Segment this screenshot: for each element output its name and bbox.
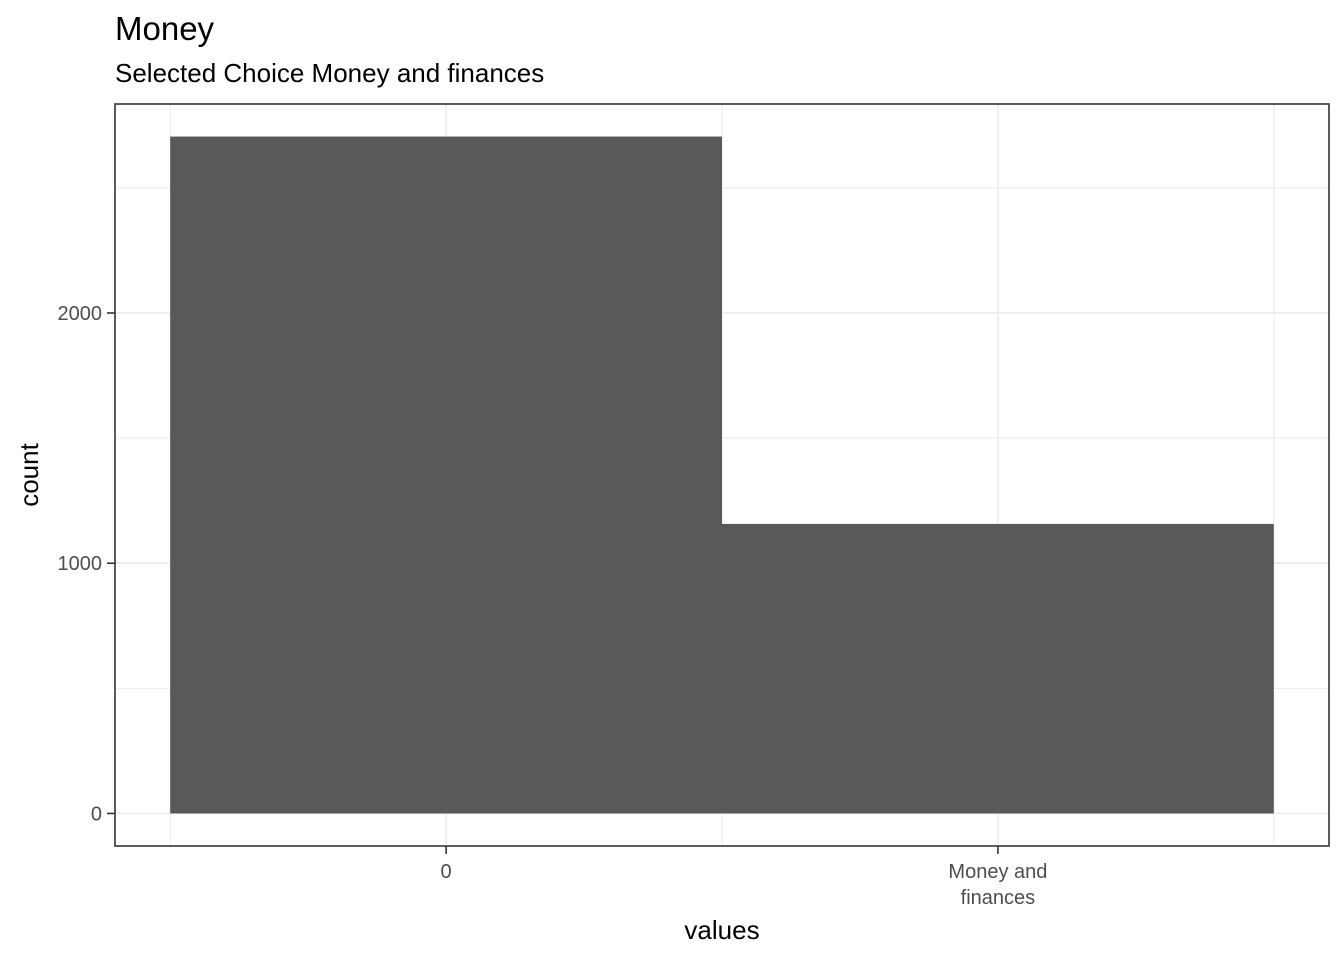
y-tick-label: 1000 [58,553,103,575]
x-tick-label-line: Money and [948,861,1047,883]
x-tick-label-line: 0 [441,861,452,883]
chart-title: Money [115,10,215,47]
chart-subtitle: Selected Choice Money and finances [115,58,545,88]
x-axis-title: values [684,915,759,945]
y-axis-title: count [14,442,44,506]
bars [170,136,1274,814]
bar [170,136,722,814]
x-tick-label: 0 [441,861,452,883]
y-tick-label: 2000 [58,303,103,325]
y-axis: 0 1000 2000 [58,303,115,825]
x-axis: 0 Money and finances [441,846,1047,909]
x-tick-label-line: finances [961,887,1036,909]
bar [722,523,1274,814]
panel-border [114,103,1330,847]
y-tick-label: 0 [91,803,102,825]
x-tick-label: Money and finances [948,861,1047,909]
